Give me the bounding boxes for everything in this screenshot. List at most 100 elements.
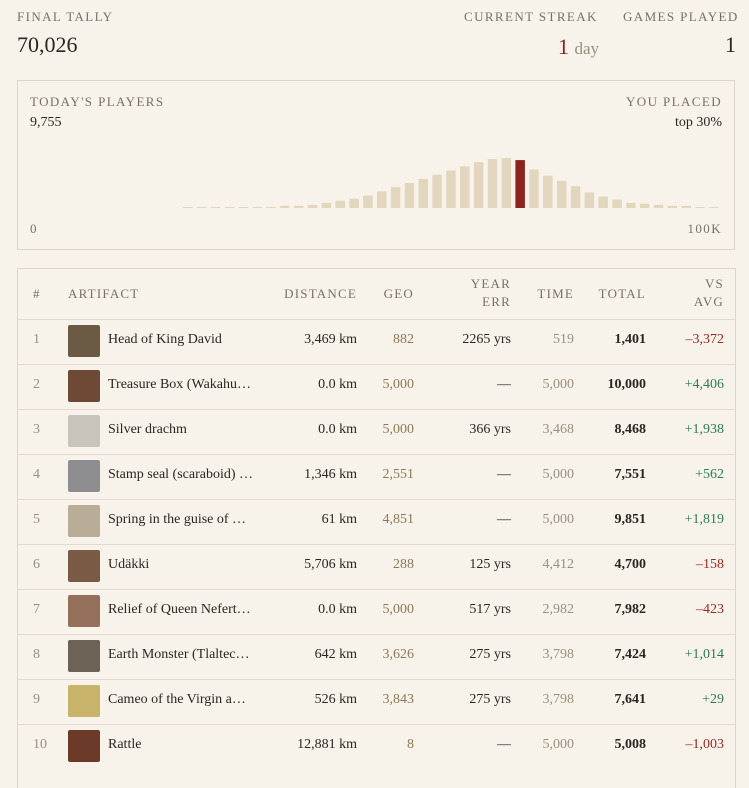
- row-number: 8: [33, 647, 40, 662]
- vs-avg: +1,819: [684, 512, 724, 527]
- cell: —: [497, 737, 511, 752]
- geo-score: 5,000: [382, 602, 415, 617]
- cell: —: [497, 467, 511, 482]
- geo-score: 3,626: [382, 647, 415, 662]
- column-header: TIME: [537, 286, 574, 301]
- column-header: DISTANCE: [284, 286, 357, 301]
- histogram-bar: [626, 202, 636, 208]
- time-score: 519: [553, 332, 574, 347]
- column-header: GEO: [383, 286, 414, 301]
- players-count: 9,755: [30, 115, 62, 130]
- artifact-thumbnail: [68, 685, 100, 717]
- time-score: 5,000: [542, 737, 575, 752]
- games-label: GAMES PLAYED: [623, 9, 739, 24]
- players-panel: TODAY'S PLAYERS 9,755 YOU PLACED top 30%…: [17, 80, 735, 250]
- cell: 275 yrs: [469, 647, 511, 662]
- histogram: [183, 158, 719, 208]
- artifact-thumbnail: [68, 505, 100, 537]
- geo-score: 2,551: [382, 467, 415, 482]
- time-score: 5,000: [542, 377, 575, 392]
- histogram-bar: [197, 206, 207, 208]
- artifact-name: Head of King David: [108, 332, 222, 347]
- row-number: 5: [33, 512, 40, 527]
- total-score: 5,008: [614, 737, 647, 752]
- axis-max: 100K: [687, 221, 722, 236]
- histogram-bar: [210, 206, 221, 208]
- column-header: #: [33, 286, 41, 301]
- vs-avg: +562: [695, 467, 724, 482]
- row-number: 10: [33, 737, 47, 752]
- cell: 526 km: [314, 692, 357, 707]
- cell: 517 yrs: [469, 602, 511, 617]
- histogram-bar: [266, 206, 276, 208]
- artifact-name: Udäkki: [108, 557, 150, 572]
- time-score: 2,982: [542, 602, 575, 617]
- time-score: 3,798: [542, 692, 575, 707]
- time-score: 5,000: [542, 512, 575, 527]
- histogram-bar: [584, 192, 595, 208]
- histogram-bar: [404, 183, 415, 208]
- vs-avg: –3,372: [685, 332, 725, 347]
- row-divider: [18, 409, 735, 410]
- column-header: TOTAL: [598, 286, 646, 301]
- row-divider: [18, 319, 735, 320]
- cell: 61 km: [321, 512, 357, 527]
- artifact-thumbnail: [68, 640, 100, 672]
- total-score: 4,700: [614, 557, 647, 572]
- cell: 12,881 km: [297, 737, 357, 752]
- artifact-thumbnail: [68, 415, 100, 447]
- cell: 0.0 km: [318, 422, 357, 437]
- histogram-bar: [487, 159, 498, 208]
- artifact-thumbnail: [68, 370, 100, 402]
- geo-score: 4,851: [382, 512, 415, 527]
- histogram-bar: [418, 178, 429, 208]
- histogram-bar: [612, 199, 622, 208]
- row-number: 2: [33, 377, 40, 392]
- cell: 275 yrs: [469, 692, 511, 707]
- final-tally-label: FINAL TALLY: [17, 9, 114, 24]
- row-divider: [18, 454, 735, 455]
- vs-avg: +1,014: [684, 647, 724, 662]
- row-number: 1: [33, 332, 40, 347]
- artifact-thumbnail: [68, 325, 100, 357]
- time-score: 4,412: [542, 557, 575, 572]
- time-score: 5,000: [542, 467, 575, 482]
- vs-avg: –423: [696, 602, 724, 617]
- histogram-bar: [667, 205, 678, 208]
- histogram-bar: [709, 206, 719, 208]
- histogram-bar: [570, 186, 581, 208]
- histogram-bar: [293, 205, 304, 208]
- row-divider: [18, 499, 735, 500]
- histogram-bar: [446, 170, 456, 208]
- vs-avg: +29: [702, 692, 724, 707]
- cell: 366 yrs: [469, 422, 511, 437]
- histogram-bar: [390, 187, 401, 208]
- artifact-thumbnail: [68, 460, 100, 492]
- histogram-bar: [681, 205, 691, 208]
- artifact-thumbnail: [68, 595, 100, 627]
- histogram-bar: [695, 206, 705, 208]
- histogram-bar: [224, 206, 235, 208]
- geo-score: 3,843: [382, 692, 415, 707]
- histogram-bar: [543, 175, 553, 208]
- total-score: 7,424: [614, 647, 647, 662]
- results-table: # ARTIFACT DISTANCE GEO YEAR ERR TIME TOTAL VS …: [17, 268, 736, 788]
- final-tally: 70,026: [17, 32, 78, 57]
- histogram-bar: [238, 206, 249, 208]
- histogram-bar: [432, 174, 442, 208]
- artifact-name: Cameo of the Virgin a…: [108, 692, 246, 707]
- row-divider: [18, 724, 735, 725]
- cell: —: [497, 377, 511, 392]
- histogram-bar: [556, 180, 567, 208]
- geo-score: 8: [407, 737, 414, 752]
- placed-label: YOU PLACED: [626, 94, 722, 109]
- histogram-bar: [501, 158, 512, 208]
- histogram-bar: [460, 166, 470, 208]
- artifact-name: Relief of Queen Nefert…: [108, 602, 251, 617]
- geo-score: 5,000: [382, 377, 415, 392]
- total-score: 10,000: [607, 377, 647, 392]
- streak-unit: day: [574, 39, 599, 58]
- geo-score: 5,000: [382, 422, 415, 437]
- placed-value: top 30%: [674, 115, 722, 130]
- row-divider: [18, 634, 735, 635]
